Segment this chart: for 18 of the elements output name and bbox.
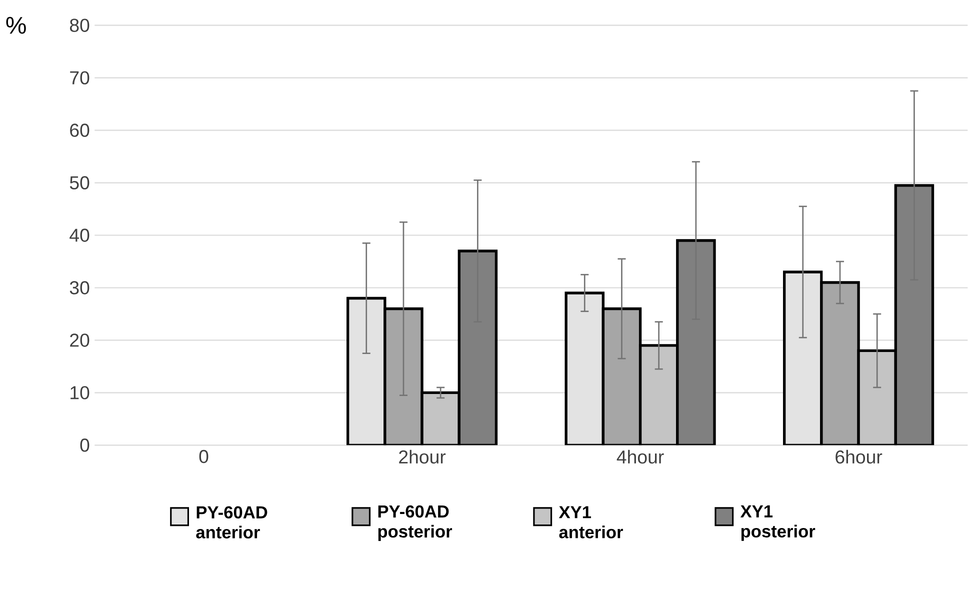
y-tick-label: 40 [70,228,90,242]
x-tick-label: 6hour [836,450,882,464]
y-tick-label: 60 [70,124,90,137]
legend-label: PY-60AD anterior [196,506,268,539]
legend-label: PY-60AD posterior [378,505,452,542]
y-tick-label: 70 [70,71,90,85]
legend-label: XY1 posterior [740,506,816,542]
y-tick-label: 50 [70,176,90,190]
y-tick-label: 30 [70,281,90,294]
y-tick-label: 10 [70,386,90,400]
y-axis-title: % [6,17,26,34]
y-tick-label: 20 [70,334,90,347]
x-tick-label: 0 [199,450,208,464]
legend-label: XY1 anterior [558,506,623,538]
x-tick-label: 4hour [616,450,664,464]
y-tick-label: 80 [70,18,90,32]
y-tick-label: 0 [80,438,90,452]
x-tick-label: 2hour [399,450,446,464]
